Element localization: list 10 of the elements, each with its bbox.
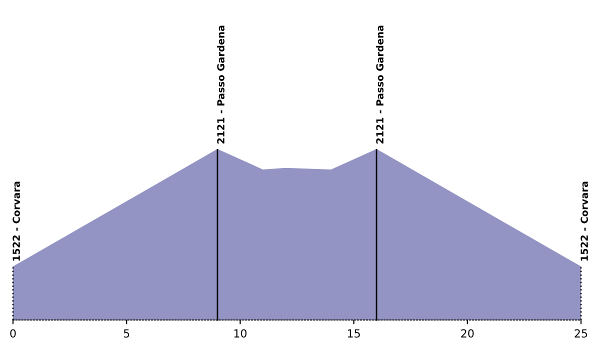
x-tick-label: 5 bbox=[124, 329, 130, 338]
x-tick-label: 25 bbox=[574, 329, 588, 338]
ref-line-label: 1522 - Corvara bbox=[12, 182, 20, 261]
ref-line-label: 1522 - Corvara bbox=[580, 182, 588, 261]
x-tick-label: 20 bbox=[461, 329, 474, 338]
x-tick-label: 10 bbox=[234, 329, 247, 338]
x-tick-label: 15 bbox=[348, 329, 360, 338]
ref-line-label: 2121 - Passo Gardena bbox=[216, 26, 224, 144]
ref-line-label: 2121 - Passo Gardena bbox=[376, 26, 384, 144]
x-tick-label: 0 bbox=[10, 329, 16, 338]
